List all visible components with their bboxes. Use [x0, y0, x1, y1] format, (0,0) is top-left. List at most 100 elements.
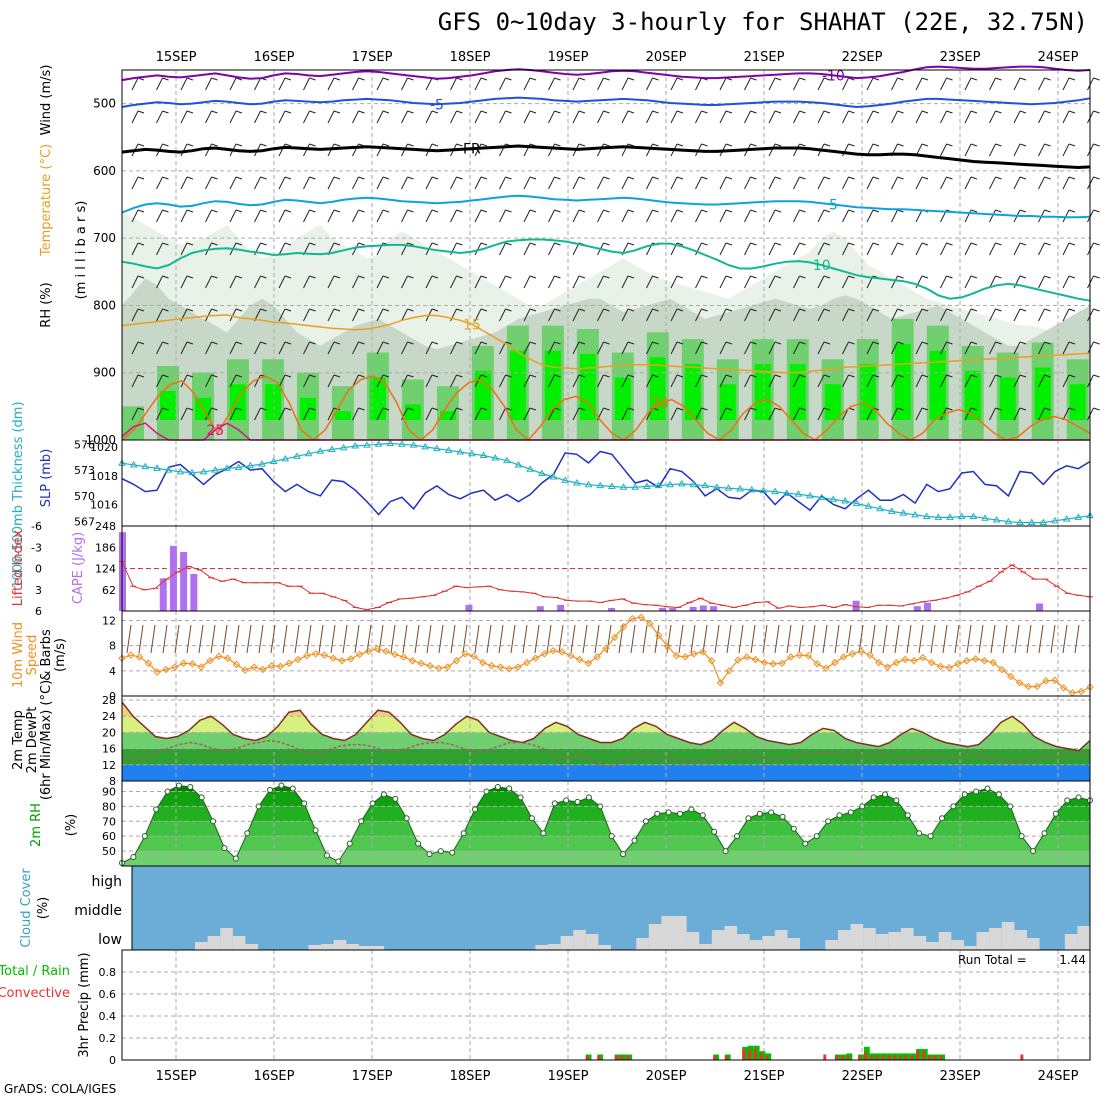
wind-barb [842, 242, 849, 256]
temp-contour-label: -5 [430, 97, 444, 113]
wind-barb-flag [480, 374, 488, 378]
thickness-marker [1062, 515, 1071, 522]
wind-barb-flag [872, 176, 880, 180]
wind-barb-flag [725, 143, 733, 147]
thickness-marker [887, 507, 896, 514]
wind-barb-flag [480, 209, 488, 213]
wind-barb-flag [725, 308, 733, 312]
rh2m-marker [904, 812, 911, 819]
wind-barb [303, 308, 310, 322]
wind-barb-flag [407, 242, 414, 246]
wind-barb [499, 110, 506, 124]
wind-barb [352, 341, 359, 355]
wind-barb [817, 209, 825, 223]
day-label-top: 21SEP [744, 50, 785, 65]
precip-convective-bar [881, 1055, 885, 1060]
wind-speed-marker [945, 663, 953, 672]
wind-barb-flag [946, 407, 953, 411]
wind-barb-flag [872, 374, 880, 378]
wind-barb-flag [309, 275, 316, 279]
rh-band-90 [719, 384, 736, 420]
wind-speed-marker [250, 663, 258, 671]
wind-barb [744, 407, 751, 421]
wind-barb-flag [1068, 242, 1076, 246]
precip-convective-bar [892, 1055, 896, 1060]
wind-barb-flag [529, 77, 537, 81]
rh2m-marker [551, 800, 558, 807]
wind-barb-flag [774, 374, 782, 378]
wind-speed-marker [523, 658, 531, 667]
rh-band-70 [122, 406, 144, 440]
precip-convective-bar [614, 1055, 618, 1060]
thickness-marker [1074, 513, 1083, 520]
wind-barb-flag [627, 242, 635, 246]
wind-barb [646, 209, 653, 223]
precip-convective-bar [921, 1051, 925, 1060]
wind-barb [817, 275, 825, 289]
wind-speed-marker [320, 651, 329, 659]
rh2m-marker [483, 788, 490, 795]
wind-barb-flag [529, 242, 537, 246]
wind-speed-marker [241, 666, 249, 674]
rh2m-marker [733, 833, 740, 840]
wind-barb-flag [211, 176, 218, 180]
wind-barb-flag [750, 275, 757, 279]
wind-barb-flag [480, 341, 488, 345]
wind-barb [327, 308, 335, 322]
wind-barb [670, 308, 678, 322]
wind-speed-marker [971, 655, 980, 663]
wind-speed-marker [285, 659, 293, 667]
surface-wind-barb [282, 624, 288, 654]
wind-barb-flag [578, 308, 586, 312]
low-cloud-bar [787, 938, 801, 950]
thickness-marker [969, 512, 978, 520]
rh2m-marker [961, 791, 968, 798]
rh2m-marker [528, 815, 535, 822]
wind-barb-flag [407, 110, 414, 114]
wind-barb [744, 77, 751, 91]
wind-barb [646, 110, 653, 124]
rh-band-90 [334, 411, 351, 420]
wind-barb [572, 407, 580, 421]
wind-barb [548, 176, 555, 190]
wind-barb-flag [186, 275, 194, 279]
wind-barb-flag [970, 143, 978, 147]
day-label-top: 16SEP [254, 50, 295, 65]
low-cloud-bar [358, 946, 372, 950]
wind-barb [866, 110, 874, 124]
wind-barb [278, 341, 286, 355]
wind-barb-flag [750, 209, 757, 213]
wind-barb-flag [603, 176, 610, 180]
wind-barb-flag [554, 242, 561, 246]
thickness-marker [631, 483, 640, 490]
wind-barb-flag [946, 110, 953, 114]
wind-barb-flag [382, 110, 390, 114]
rh2m-marker [153, 806, 160, 813]
thickness-marker [246, 461, 255, 469]
rh2m-marker [540, 830, 547, 837]
wind-barb-flag [774, 242, 782, 246]
rh2m-marker [449, 849, 456, 856]
wind-barb [866, 374, 874, 388]
wind-barb [989, 374, 996, 388]
thickness-marker [794, 490, 803, 497]
low-cloud-bar [837, 930, 851, 950]
wind-barb [744, 209, 751, 223]
wind-barb [156, 176, 163, 190]
wind-barb [891, 275, 898, 289]
thickness-marker [946, 513, 954, 520]
low-cloud-bar [926, 942, 939, 950]
wind-speed-marker [901, 655, 909, 664]
wind-speed-marker [426, 662, 434, 670]
wind-speed-marker [259, 665, 267, 674]
wind-barb [940, 110, 947, 124]
rh2m-marker [380, 791, 387, 798]
wind-speed-marker [690, 650, 698, 658]
wind-barb [1038, 176, 1045, 190]
wind-barb-flag [921, 374, 929, 378]
wind-barb-flag [897, 242, 904, 246]
wind-speed-marker [391, 650, 399, 659]
wind-barb-flag [946, 308, 953, 312]
surface-wind-barb [258, 624, 264, 654]
rh-band-90 [299, 397, 316, 420]
